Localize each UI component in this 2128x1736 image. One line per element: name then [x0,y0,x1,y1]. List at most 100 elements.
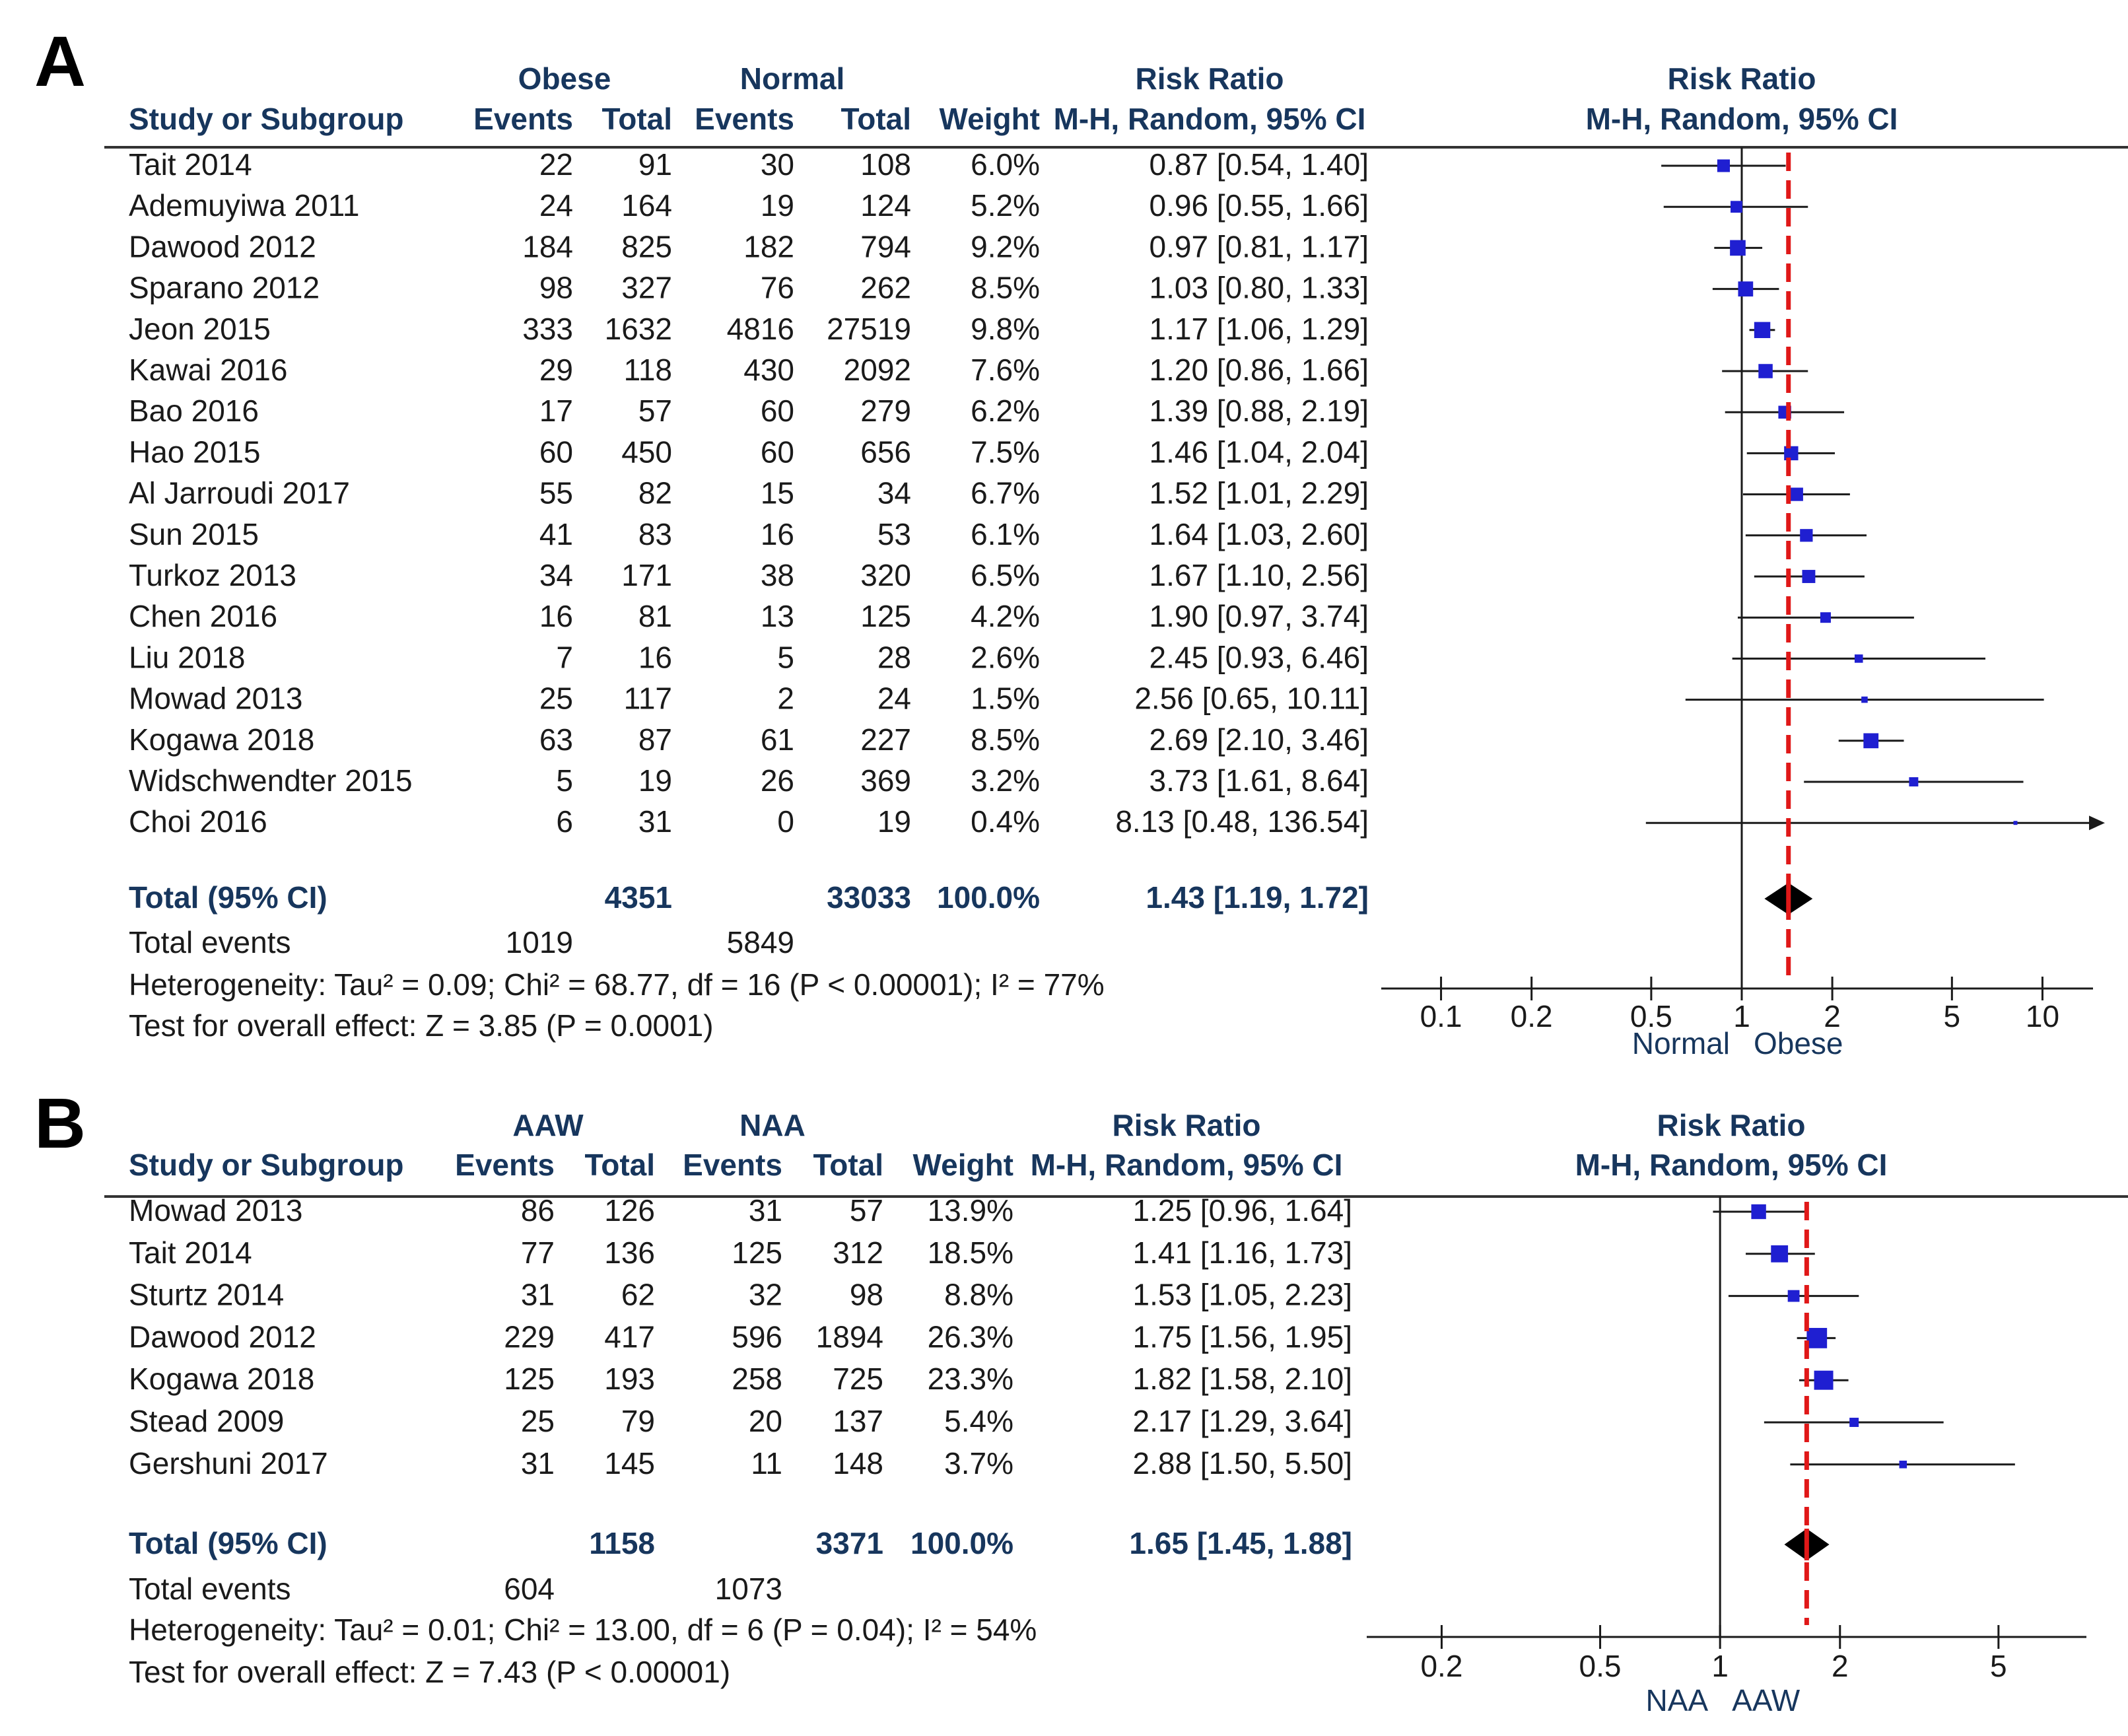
weight-value: 8.5% [971,271,1040,305]
total1-value: 145 [604,1446,655,1480]
weight-column-header: Weight [940,102,1040,136]
study-name: Sparano 2012 [129,271,320,305]
study-name: Dawood 2012 [129,1319,316,1354]
heterogeneity-stats: Heterogeneity: Tau² = 0.01; Chi² = 13.00… [129,1613,1037,1647]
total2-value: 262 [860,271,911,305]
total1-value: 1632 [605,312,672,346]
total2-value: 794 [860,229,911,263]
x-tick-label: 2 [1832,1649,1849,1683]
x-tick-label: 2 [1824,999,1841,1033]
overall-effect-test: Test for overall effect: Z = 7.43 (P < 0… [129,1655,730,1689]
x-tick-label: 0.5 [1579,1649,1622,1683]
weight-value: 2.6% [971,640,1040,674]
study-name: Tait 2014 [129,147,252,182]
point-estimate-marker [1771,1245,1789,1263]
rr-column-subtitle: M-H, Random, 95% CI [1031,1148,1343,1182]
weight-value: 5.2% [971,188,1040,223]
events2-value: 16 [761,517,794,551]
point-estimate-marker [1784,446,1799,461]
plot-subtitle: M-H, Random, 95% CI [1575,1148,1888,1182]
events2-value: 258 [732,1362,782,1396]
total2-value: 108 [860,147,911,182]
study-name: Kawai 2016 [129,353,287,387]
events1-value: 16 [539,599,573,633]
study-name: Kogawa 2018 [129,722,314,757]
total1-value: 31 [638,804,672,839]
events2-value: 30 [761,147,794,182]
weight-value: 6.5% [971,558,1040,592]
total1-value: 136 [604,1235,655,1270]
total1-value: 91 [638,147,672,182]
x-tick-label: 5 [1944,999,1961,1033]
x-tick-label: 1 [1711,1649,1729,1683]
weight-value: 6.0% [971,147,1040,182]
total2-value: 656 [860,434,911,469]
total1-sum: 1158 [589,1526,655,1560]
risk-ratio-value: 1.39 [0.88, 2.19] [1150,394,1369,428]
total2-sum: 3371 [816,1526,883,1560]
weight-value: 26.3% [928,1319,1013,1354]
point-estimate-marker [1802,570,1816,583]
point-estimate-marker [1717,159,1731,172]
weight-value: 5.4% [944,1404,1013,1438]
events2-value: 430 [743,353,794,387]
total1-value: 417 [604,1319,655,1354]
point-estimate-marker [1806,1328,1828,1348]
total1-value: 171 [621,558,672,592]
risk-ratio-value: 1.25 [0.96, 1.64] [1133,1193,1353,1228]
forest-panel-b: B AAW NAA Risk Ratio Risk Ratio Study or Subg… [34,1083,2128,1718]
events1-column-header: Events [473,102,573,136]
total1-value: 118 [624,353,672,387]
total1-sum: 4351 [605,880,672,915]
events1-value: 31 [521,1446,555,1480]
risk-ratio-value: 1.75 [1.56, 1.95] [1133,1319,1353,1354]
study-name: Al Jarroudi 2017 [129,476,350,510]
total1-value: 16 [638,640,672,674]
events1-value: 86 [521,1193,555,1228]
risk-ratio-value: 1.17 [1.06, 1.29] [1150,312,1369,346]
point-estimate-marker [1899,1461,1907,1469]
total2-value: 369 [860,763,911,798]
weight-value: 1.5% [971,681,1040,716]
total-events2: 1073 [715,1572,782,1606]
group2-header: NAA [739,1108,806,1142]
study-name: Hao 2015 [129,434,261,469]
events2-value: 61 [761,722,794,757]
weight-value: 9.2% [971,229,1040,263]
rr-column-title: Risk Ratio [1136,61,1284,96]
risk-ratio-value: 8.13 [0.48, 136.54] [1115,804,1369,839]
events1-value: 63 [539,722,573,757]
point-estimate-marker [1800,529,1813,542]
weight-column-header: Weight [913,1148,1013,1182]
total2-column-header: Total [841,102,911,136]
total1-value: 83 [638,517,672,551]
study-name: Dawood 2012 [129,229,316,263]
events1-value: 5 [556,763,573,798]
plot-title: Risk Ratio [1668,61,1816,96]
total-risk-ratio: 1.43 [1.19, 1.72] [1146,880,1369,915]
total1-value: 117 [624,681,672,716]
point-estimate-marker [2013,821,2018,825]
total1-value: 19 [638,763,672,798]
weight-value: 7.6% [971,353,1040,387]
total1-value: 62 [621,1278,655,1312]
weight-value: 4.2% [971,599,1040,633]
plot-title: Risk Ratio [1657,1108,1806,1142]
group2-header: Normal [740,61,844,96]
x-tick-label: 5 [1990,1649,2007,1683]
weight-value: 3.2% [971,763,1040,798]
events2-value: 60 [761,394,794,428]
total-label: Total (95% CI) [129,880,327,915]
events1-value: 31 [521,1278,555,1312]
point-estimate-marker [1730,240,1746,256]
total1-value: 825 [621,229,672,263]
total-label: Total (95% CI) [129,1526,327,1560]
total2-value: 124 [860,188,911,223]
events1-value: 60 [539,434,573,469]
total2-value: 28 [877,640,911,674]
total-events1: 604 [504,1572,555,1606]
study-name: Liu 2018 [129,640,246,674]
weight-value: 8.8% [944,1278,1013,1312]
events1-value: 29 [539,353,573,387]
